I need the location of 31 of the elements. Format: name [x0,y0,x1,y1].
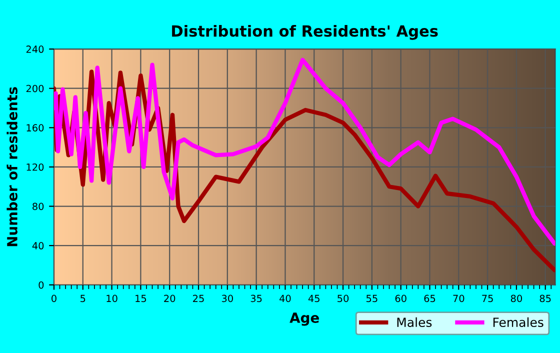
line-series [54,58,556,246]
chart-title: Distribution of Residents' Ages [172,24,438,40]
y-tick-label: 40 [32,242,44,250]
x-tick-label: 65 [424,294,436,302]
x-tick-label: 20 [164,294,176,302]
y-axis-title: Number of residents [6,87,18,246]
x-tick-label: 0 [52,294,56,302]
x-tick-label: 35 [250,294,262,302]
x-tick-label: 25 [193,294,204,302]
legend-label: Males [397,317,432,328]
legend-label: Females [493,317,544,328]
y-tick-label: 160 [26,124,44,132]
x-tick-label: 15 [136,294,146,302]
x-tick-label: 55 [366,294,378,302]
x-tick-label: 5 [80,294,86,302]
x-tick-label: 60 [395,294,406,302]
x-tick-label: 45 [308,294,320,302]
x-tick-label: 40 [280,294,291,302]
x-tick-label: 80 [510,294,522,302]
y-tick-label: 80 [32,202,44,210]
x-tick-label: 85 [540,294,551,302]
x-axis-title: Age [290,312,319,326]
y-tick-label: 120 [26,163,44,171]
x-tick-label: 10 [106,294,118,302]
y-tick-label: 0 [38,281,44,289]
y-tick-label: 200 [26,84,44,92]
x-tick-label: 75 [482,294,493,302]
x-tick-label: 70 [453,294,464,302]
x-tick-label: 30 [222,294,233,302]
x-tick-label: 50 [338,294,349,302]
y-tick-label: 240 [26,46,44,53]
